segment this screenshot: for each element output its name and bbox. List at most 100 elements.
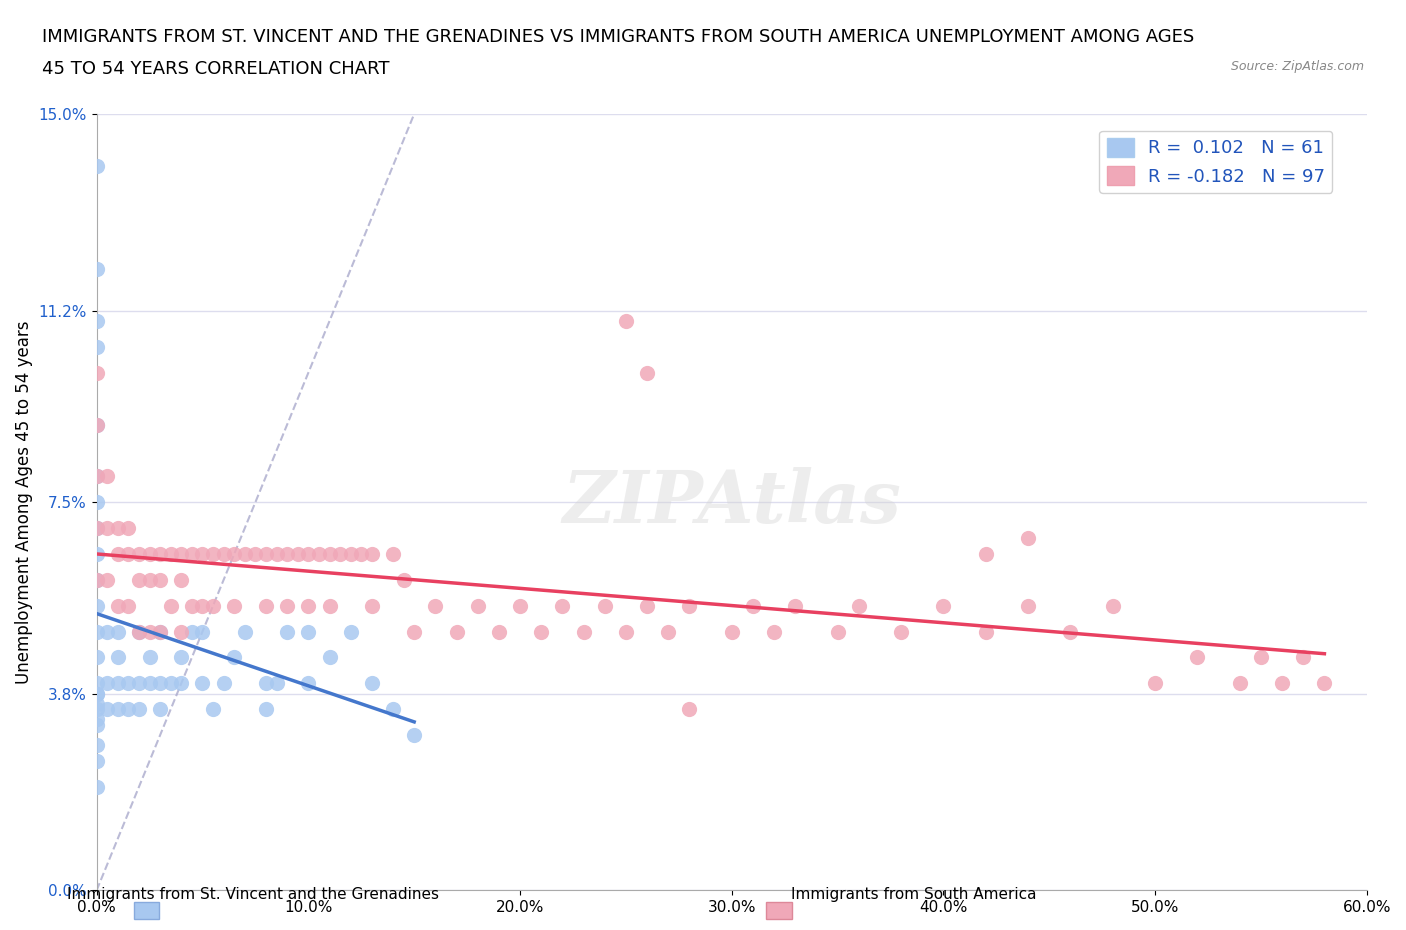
Point bbox=[117, 702, 139, 717]
Point bbox=[763, 624, 786, 639]
Point bbox=[149, 547, 172, 562]
Point bbox=[96, 676, 118, 691]
Point bbox=[1017, 531, 1039, 546]
Point bbox=[720, 624, 742, 639]
Point bbox=[128, 572, 150, 587]
Point bbox=[1250, 650, 1272, 665]
Point bbox=[382, 702, 405, 717]
Point bbox=[329, 547, 352, 562]
Point bbox=[233, 624, 256, 639]
Point bbox=[107, 547, 129, 562]
Point bbox=[86, 702, 108, 717]
Point bbox=[86, 712, 108, 727]
Point bbox=[1271, 676, 1294, 691]
Point bbox=[593, 598, 616, 613]
Point bbox=[254, 676, 277, 691]
Point bbox=[86, 572, 108, 587]
Point bbox=[297, 624, 319, 639]
Point bbox=[446, 624, 468, 639]
Point bbox=[318, 650, 340, 665]
Point bbox=[107, 650, 129, 665]
Point bbox=[86, 262, 108, 277]
Point bbox=[1229, 676, 1251, 691]
Point bbox=[86, 495, 108, 510]
Point bbox=[467, 598, 489, 613]
Point bbox=[170, 547, 193, 562]
Point bbox=[404, 624, 426, 639]
Point bbox=[86, 469, 108, 484]
Text: IMMIGRANTS FROM ST. VINCENT AND THE GRENADINES VS IMMIGRANTS FROM SOUTH AMERICA : IMMIGRANTS FROM ST. VINCENT AND THE GREN… bbox=[42, 28, 1195, 46]
Point bbox=[233, 547, 256, 562]
Point bbox=[404, 727, 426, 742]
Point bbox=[86, 753, 108, 768]
Point bbox=[827, 624, 849, 639]
Point bbox=[107, 521, 129, 536]
Point bbox=[86, 158, 108, 173]
Point bbox=[96, 572, 118, 587]
Point bbox=[86, 547, 108, 562]
Point bbox=[932, 598, 955, 613]
Point bbox=[360, 547, 382, 562]
Point bbox=[287, 547, 309, 562]
Point bbox=[86, 779, 108, 794]
Point bbox=[180, 624, 202, 639]
Point bbox=[138, 676, 160, 691]
Point bbox=[128, 624, 150, 639]
Text: Source: ZipAtlas.com: Source: ZipAtlas.com bbox=[1230, 60, 1364, 73]
Point bbox=[86, 365, 108, 380]
Point bbox=[128, 676, 150, 691]
Point bbox=[128, 702, 150, 717]
Point bbox=[318, 598, 340, 613]
Point bbox=[96, 469, 118, 484]
Point bbox=[86, 572, 108, 587]
Point bbox=[636, 598, 658, 613]
Point bbox=[128, 547, 150, 562]
Point bbox=[245, 547, 267, 562]
Point bbox=[425, 598, 447, 613]
Point bbox=[86, 697, 108, 711]
Point bbox=[96, 624, 118, 639]
Point bbox=[276, 624, 298, 639]
Point bbox=[149, 624, 172, 639]
Point bbox=[86, 469, 108, 484]
Point bbox=[202, 598, 225, 613]
Point bbox=[974, 624, 997, 639]
Point bbox=[107, 624, 129, 639]
Point bbox=[191, 547, 214, 562]
Point bbox=[117, 598, 139, 613]
Point bbox=[128, 624, 150, 639]
Point bbox=[117, 521, 139, 536]
Point bbox=[180, 598, 202, 613]
Point bbox=[107, 598, 129, 613]
Point bbox=[1313, 676, 1336, 691]
Point bbox=[107, 702, 129, 717]
Point bbox=[509, 598, 531, 613]
Point bbox=[785, 598, 807, 613]
Point bbox=[86, 339, 108, 354]
Point bbox=[170, 572, 193, 587]
Point bbox=[488, 624, 510, 639]
Point bbox=[636, 365, 658, 380]
Point bbox=[86, 417, 108, 432]
Point bbox=[86, 650, 108, 665]
Point bbox=[360, 598, 382, 613]
Point bbox=[159, 676, 181, 691]
Point bbox=[551, 598, 574, 613]
Point bbox=[657, 624, 679, 639]
Point bbox=[741, 598, 763, 613]
Point bbox=[678, 598, 700, 613]
Point bbox=[297, 676, 319, 691]
Point bbox=[180, 547, 202, 562]
Point bbox=[266, 676, 288, 691]
Point bbox=[224, 547, 246, 562]
Point bbox=[138, 572, 160, 587]
Point bbox=[149, 572, 172, 587]
Point bbox=[318, 547, 340, 562]
Point bbox=[276, 598, 298, 613]
Point bbox=[572, 624, 595, 639]
Point bbox=[86, 717, 108, 732]
Y-axis label: Unemployment Among Ages 45 to 54 years: Unemployment Among Ages 45 to 54 years bbox=[15, 321, 32, 684]
Point bbox=[86, 624, 108, 639]
Point bbox=[382, 547, 405, 562]
Point bbox=[297, 598, 319, 613]
